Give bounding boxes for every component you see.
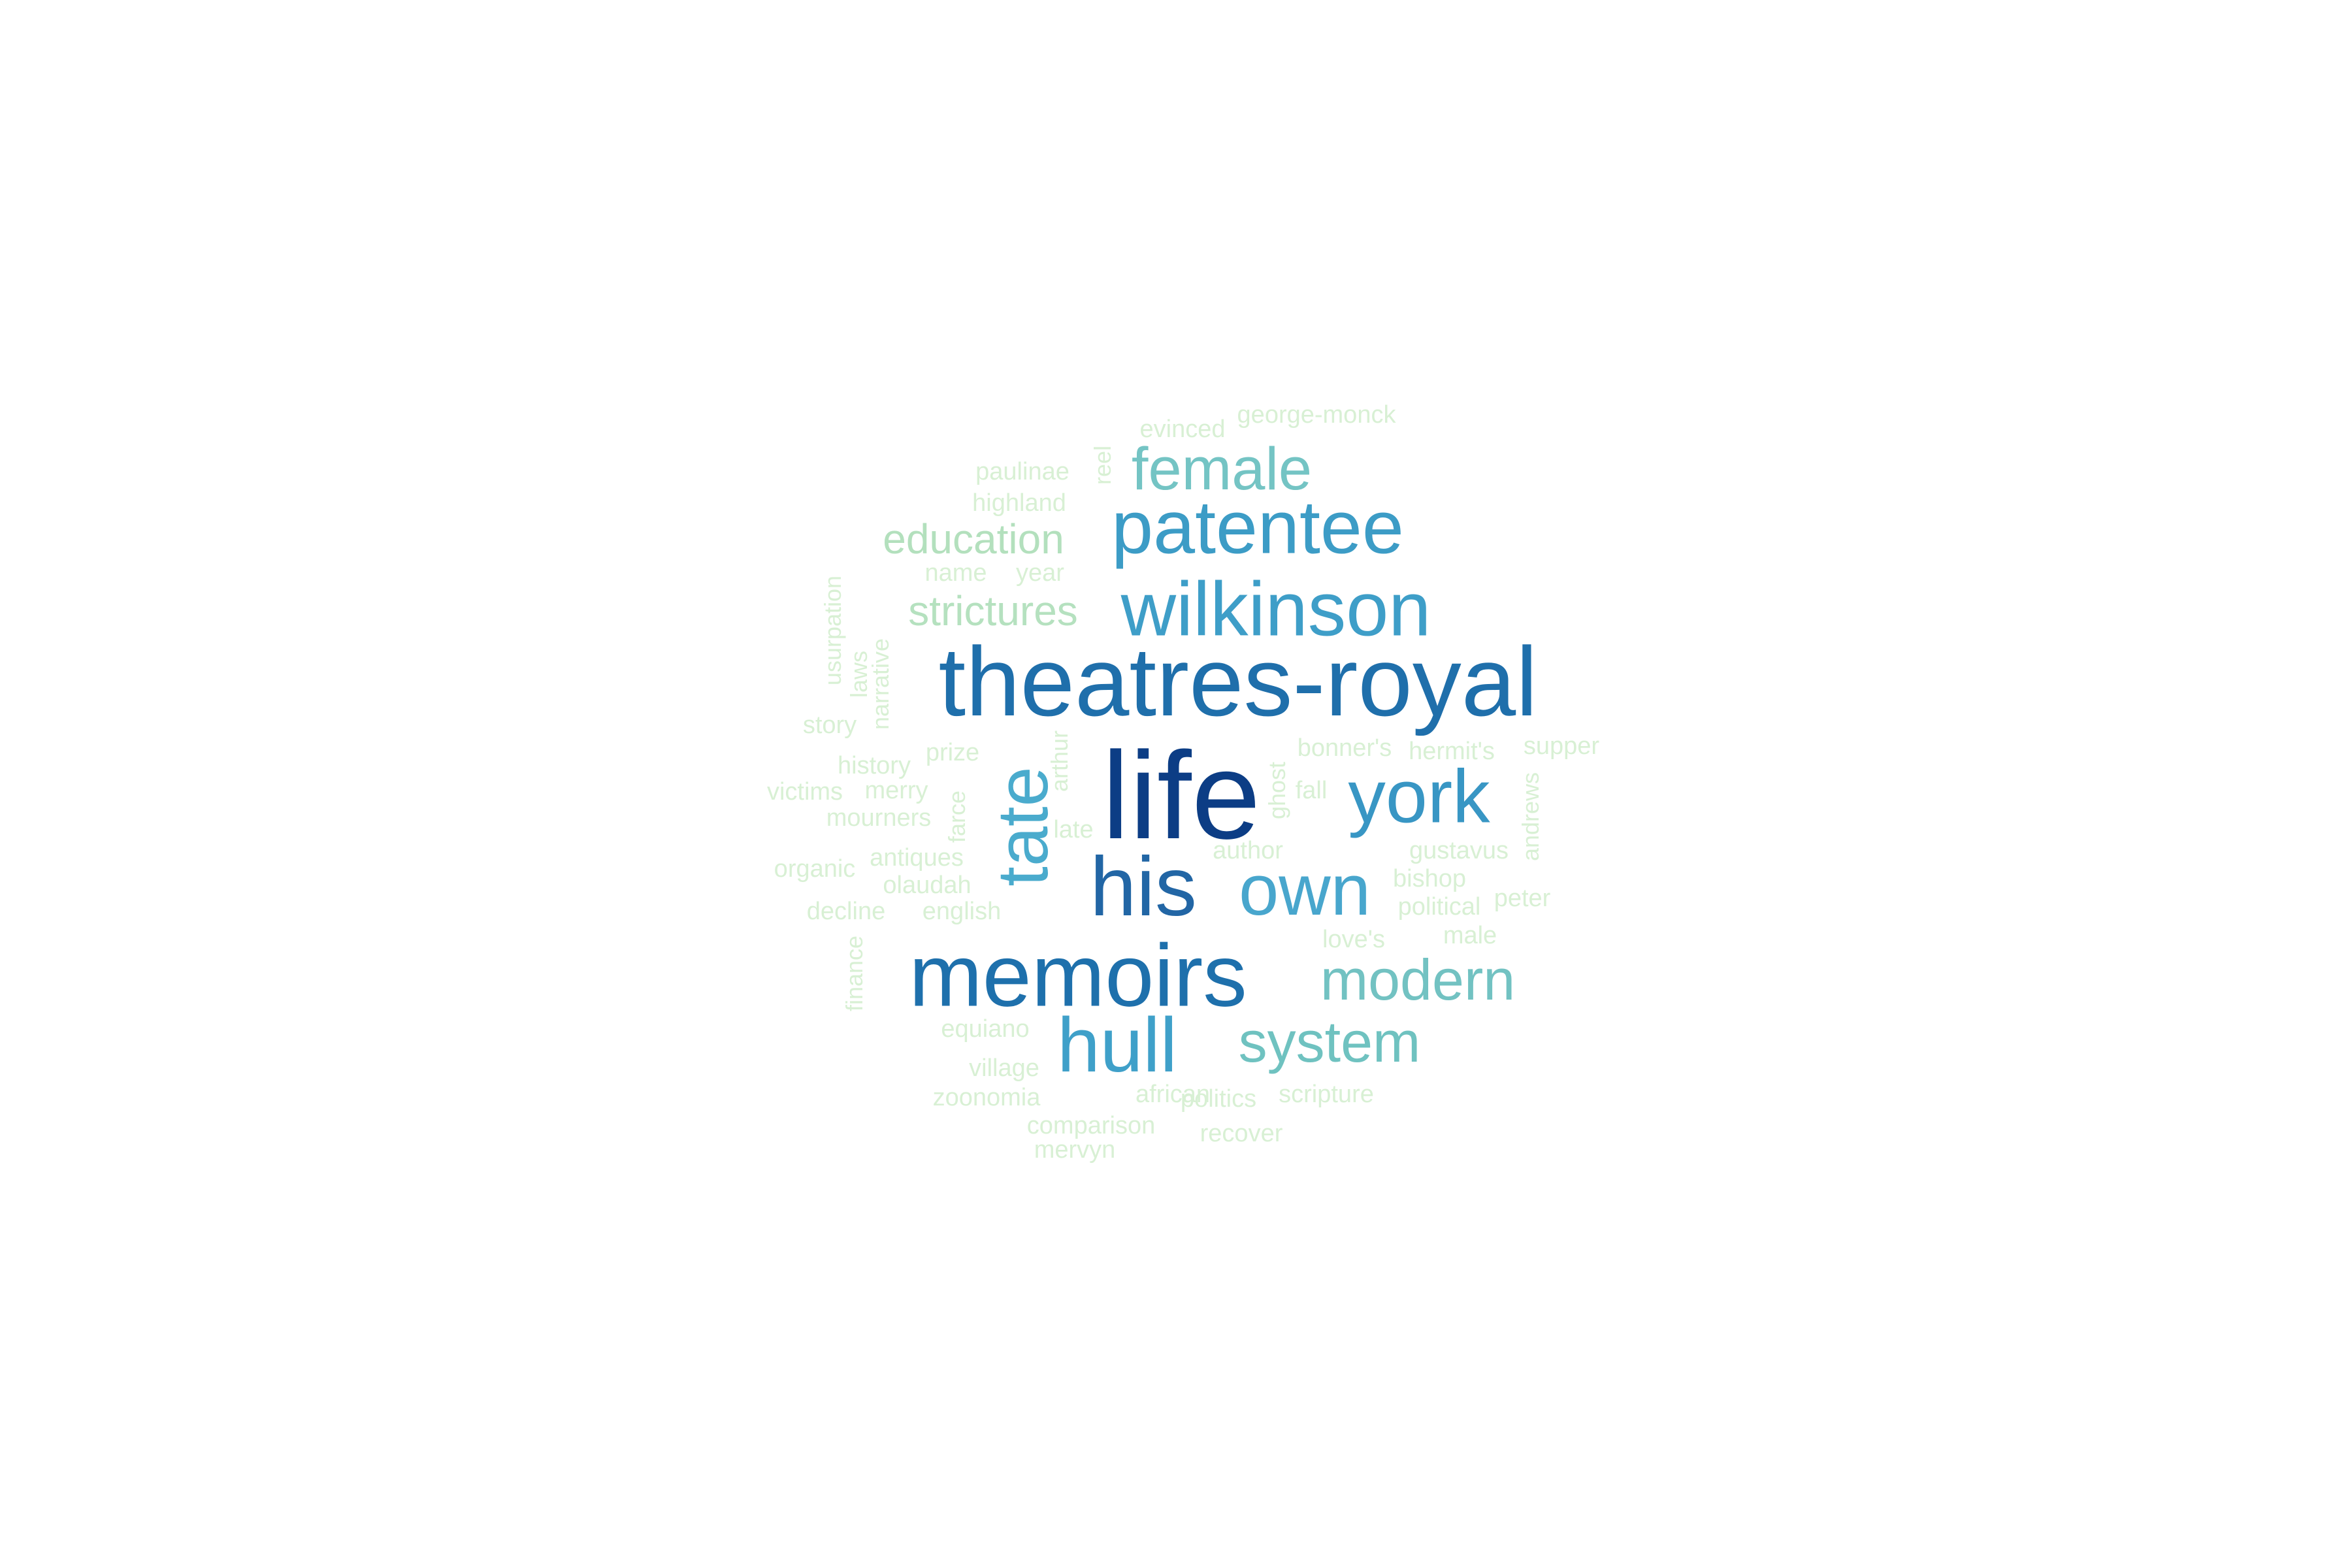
cloud-word-narrative: narrative [867, 638, 894, 730]
cloud-word-comparison: comparison [1026, 1112, 1156, 1139]
cloud-word-hermit-s: hermit's [1409, 738, 1495, 765]
cloud-word-gustavus: gustavus [1409, 837, 1509, 864]
cloud-word-mervyn: mervyn [1034, 1136, 1116, 1164]
cloud-word-finance: finance [841, 935, 868, 1012]
cloud-word-prize: prize [925, 739, 980, 766]
cloud-word-wilkinson: wilkinson [1120, 566, 1431, 652]
cloud-word-equiano: equiano [941, 1015, 1030, 1043]
cloud-word-story: story [802, 711, 857, 739]
cloud-word-political: political [1397, 893, 1481, 921]
cloud-word-african: african [1135, 1081, 1211, 1108]
cloud-word-year: year [1016, 559, 1064, 587]
cloud-word-paulinae: paulinae [975, 458, 1070, 485]
cloud-word-usurpation: usurpation [819, 575, 846, 686]
cloud-word-farce: farce [943, 790, 970, 843]
cloud-word-name: name [924, 559, 987, 587]
cloud-word-bishop: bishop [1393, 865, 1466, 892]
cloud-word-author: author [1213, 837, 1283, 864]
cloud-word-male: male [1443, 922, 1497, 949]
cloud-word-bonner-s: bonner's [1297, 734, 1392, 762]
cloud-word-york: york [1348, 755, 1490, 839]
cloud-word-andrews: andrews [1517, 772, 1544, 862]
cloud-word-george-monck: george-monck [1237, 401, 1396, 429]
cloud-word-hull: hull [1057, 1002, 1177, 1088]
cloud-word-fall: fall [1295, 777, 1328, 804]
cloud-word-system: system [1238, 1009, 1421, 1074]
cloud-word-recover: recover [1200, 1120, 1283, 1147]
cloud-word-victims: victims [766, 778, 843, 806]
cloud-word-history: history [838, 752, 911, 779]
cloud-word-arthur: arthur [1046, 730, 1073, 792]
cloud-word-patentee: patentee [1111, 485, 1404, 570]
cloud-word-his: his [1090, 840, 1197, 934]
cloud-word-own: own [1239, 850, 1371, 930]
cloud-word-education: education [883, 515, 1064, 563]
cloud-word-zoonomia: zoonomia [932, 1084, 1041, 1111]
cloud-word-evinced: evinced [1139, 416, 1226, 443]
cloud-word-highland: highland [972, 489, 1066, 517]
cloud-word-decline: decline [806, 898, 886, 925]
cloud-word-merry: merry [864, 777, 928, 804]
cloud-word-english: english [922, 898, 1002, 925]
cloud-word-politics: politics [1180, 1085, 1257, 1113]
cloud-word-organic: organic [774, 855, 856, 883]
cloud-word-theatres-royal: theatres-royal [938, 627, 1538, 736]
cloud-word-olaudah: olaudah [883, 872, 972, 899]
cloud-word-village: village [969, 1054, 1039, 1082]
cloud-word-reel: reel [1089, 445, 1116, 485]
cloud-word-life: life [1102, 727, 1261, 865]
cloud-word-mourners: mourners [826, 804, 932, 832]
cloud-word-ghost: ghost [1264, 761, 1290, 820]
cloud-word-strictures: strictures [908, 587, 1078, 634]
cloud-word-late: late [1053, 816, 1094, 843]
cloud-word-memoirs: memoirs [909, 926, 1247, 1025]
cloud-word-peter: peter [1494, 885, 1551, 912]
cloud-word-female: female [1131, 436, 1313, 502]
cloud-word-love-s: love's [1322, 926, 1385, 953]
cloud-word-modern: modern [1320, 947, 1516, 1012]
cloud-word-supper: supper [1523, 732, 1600, 760]
cloud-word-scripture: scripture [1279, 1081, 1374, 1108]
cloud-word-antiques: antiques [870, 844, 964, 872]
